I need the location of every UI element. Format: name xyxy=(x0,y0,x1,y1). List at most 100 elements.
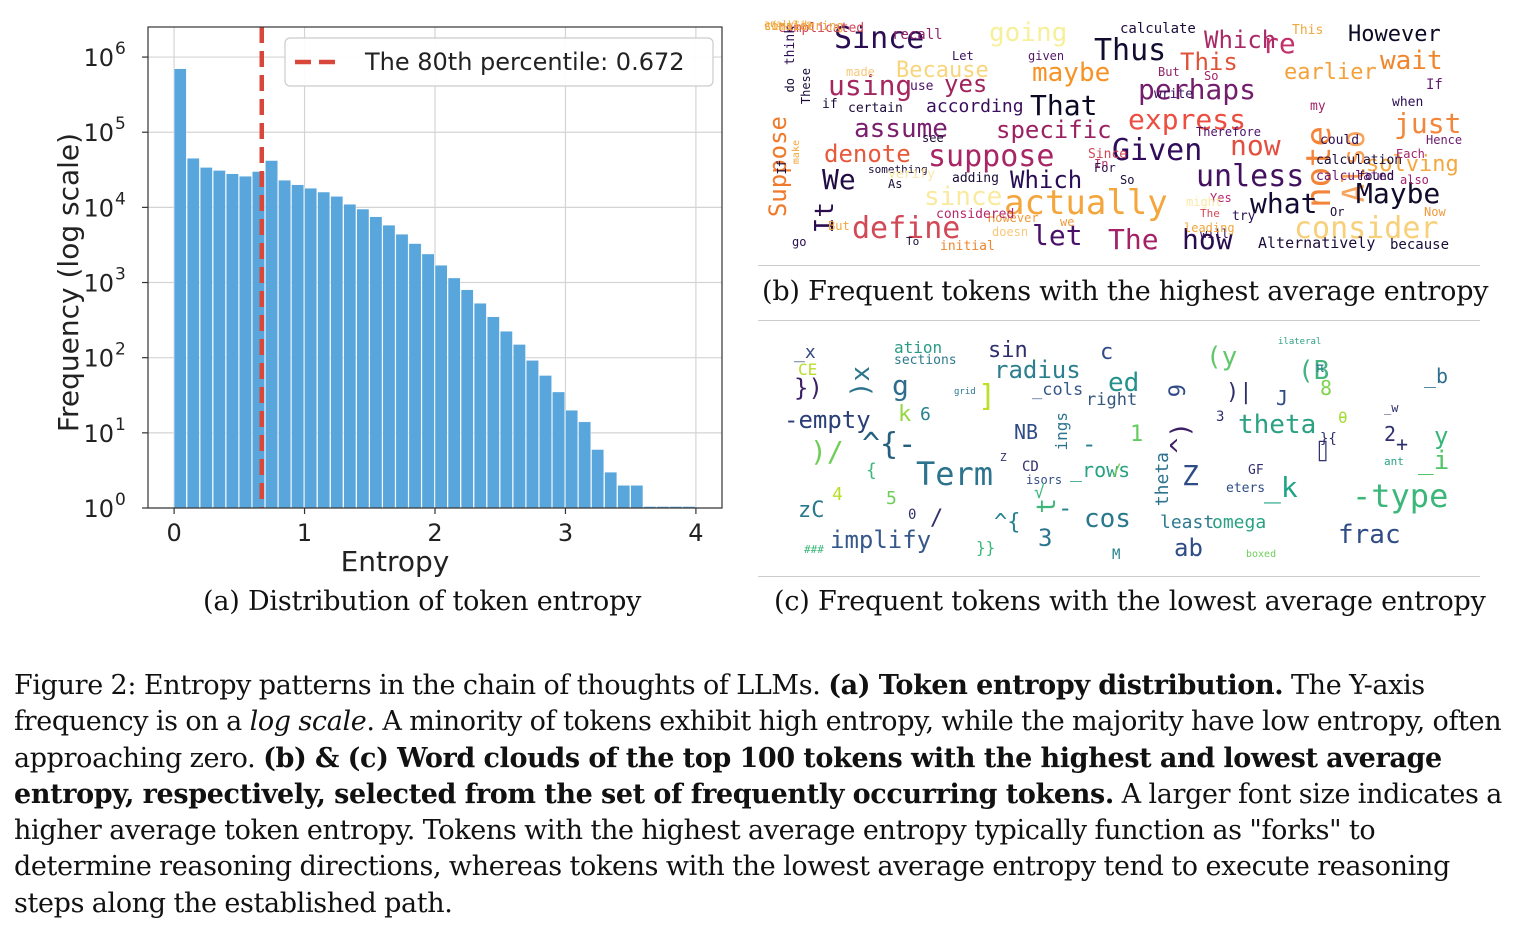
cloud-word: / xyxy=(1112,460,1122,479)
cloud-word: To xyxy=(906,235,920,248)
cloud-word: Or xyxy=(1330,205,1345,219)
subcaption-c: (c) Frequent tokens with the lowest aver… xyxy=(774,586,1486,617)
histogram-bar xyxy=(226,173,239,509)
cloud-word: This xyxy=(1180,48,1238,76)
histogram-bar xyxy=(565,410,578,509)
cloud-word: calculation xyxy=(1316,153,1403,168)
cloud-word: π xyxy=(1316,361,1324,376)
cloud-word: _k xyxy=(1264,471,1298,504)
cloud-word: similar xyxy=(764,20,815,33)
cloud-word: what xyxy=(1250,187,1318,220)
cloud-word: because xyxy=(1390,237,1450,253)
cloud-word: ation xyxy=(894,338,943,357)
cloud-word: considering xyxy=(764,20,844,33)
cloud-word: assume xyxy=(854,114,948,144)
cloud-word: just xyxy=(1394,107,1462,140)
cloud-word: _cols xyxy=(1032,380,1084,400)
cloud-word: _w xyxy=(1384,401,1399,415)
cloud-word: ⌷ xyxy=(1316,440,1330,465)
cloud-word: theta xyxy=(1238,410,1317,440)
cloud-word: The xyxy=(1200,207,1220,220)
cloud-word: Each xyxy=(1396,147,1425,161)
cloud-word: omega xyxy=(1212,512,1267,533)
histogram-bar xyxy=(513,344,526,509)
x-axis-label: Entropy xyxy=(341,545,450,578)
cloud-word: 5 xyxy=(886,488,897,509)
histogram-bar xyxy=(304,187,317,509)
histogram-bar xyxy=(460,289,474,509)
x-tick-label: 1 xyxy=(297,519,312,547)
cloud-word: might xyxy=(1186,195,1223,209)
cloud-word: cos xyxy=(1084,504,1131,534)
x-tick-label: 0 xyxy=(166,519,181,547)
cloud-word: - xyxy=(1058,494,1073,522)
cloud-word: certain xyxy=(848,101,903,116)
cloud-word: Maybe xyxy=(1356,177,1441,210)
caption-bold: (b) & (c) Word clouds of the top 100 tok… xyxy=(14,742,1442,810)
cloud-word: )| xyxy=(1226,380,1253,405)
histogram-bar xyxy=(526,360,539,509)
y-tick-exponent: 3 xyxy=(115,265,126,285)
cloud-word: Now xyxy=(1424,205,1446,219)
cloud-word: k xyxy=(898,402,912,427)
cloud-word: GF xyxy=(1248,463,1264,478)
cloud-word: ilateral xyxy=(1278,337,1322,347)
cloud-word: However xyxy=(988,211,1039,225)
cloud-word: ^{- xyxy=(862,427,917,462)
cloud-word: going xyxy=(989,20,1068,48)
caption-label: Figure 2: xyxy=(14,670,137,701)
cloud-word: 9 xyxy=(1166,384,1191,398)
cloud-word: NB xyxy=(1014,420,1039,444)
cloud-word: Since xyxy=(834,21,925,56)
histogram-bar xyxy=(604,471,618,509)
cloud-word: In xyxy=(1094,157,1109,171)
cloud-word: make xyxy=(791,140,802,165)
cloud-word: √ xyxy=(1034,482,1045,503)
cloud-word: implify xyxy=(830,526,932,554)
cloud-word: Alternatively xyxy=(1258,234,1376,252)
cloud-word: / xyxy=(930,506,944,531)
cloud-word: ^{ xyxy=(994,510,1021,535)
caption-italic: log scale xyxy=(249,706,367,738)
y-tick-label: 10 xyxy=(83,270,114,298)
divider xyxy=(758,265,1480,266)
divider xyxy=(758,576,1480,577)
cloud-word: initial xyxy=(940,239,995,254)
cloud-word: right xyxy=(1086,390,1138,410)
cloud-word: Since xyxy=(1088,147,1128,162)
cloud-word: solving xyxy=(1366,152,1459,177)
cloud-word: we xyxy=(1060,215,1075,229)
cloud-word: least xyxy=(1160,512,1215,533)
cloud-word: actually xyxy=(1004,183,1168,223)
cloud-word: earlier xyxy=(1284,60,1377,85)
cloud-word: sections xyxy=(894,353,957,368)
cloud-word: )/ xyxy=(810,435,844,468)
cloud-word: For xyxy=(1094,161,1116,175)
histogram-bar xyxy=(421,253,435,509)
cloud-word: So xyxy=(1204,69,1219,83)
cloud-word: my xyxy=(1310,99,1326,114)
cloud-word: complicated xyxy=(778,21,865,36)
cloud-word: 1 xyxy=(1130,422,1144,447)
histogram-bar xyxy=(265,160,278,509)
cloud-word: given xyxy=(1028,49,1065,63)
cloud-word: Given xyxy=(1112,133,1203,168)
cloud-word: use xyxy=(910,79,934,94)
cloud-word: yes xyxy=(944,70,988,98)
y-tick-exponent: 6 xyxy=(115,39,126,59)
histogram-bar xyxy=(199,167,213,509)
cloud-word: maybe xyxy=(1032,58,1111,88)
cloud-word: define xyxy=(852,211,961,246)
cloud-word: ] xyxy=(978,379,997,414)
cloud-word: when xyxy=(1392,95,1424,110)
y-tick-exponent: 2 xyxy=(115,340,126,360)
y-tick-label: 10 xyxy=(83,495,114,523)
cloud-word: made xyxy=(846,65,875,79)
cloud-word: leading xyxy=(1184,221,1235,235)
cloud-word: ^) xyxy=(1166,422,1196,454)
cloud-word: let xyxy=(1032,219,1083,252)
cloud-word: how xyxy=(1182,223,1233,256)
cloud-word: wait xyxy=(1380,46,1443,76)
cloud-word: doesn xyxy=(992,225,1029,239)
histogram-bar xyxy=(278,179,291,509)
